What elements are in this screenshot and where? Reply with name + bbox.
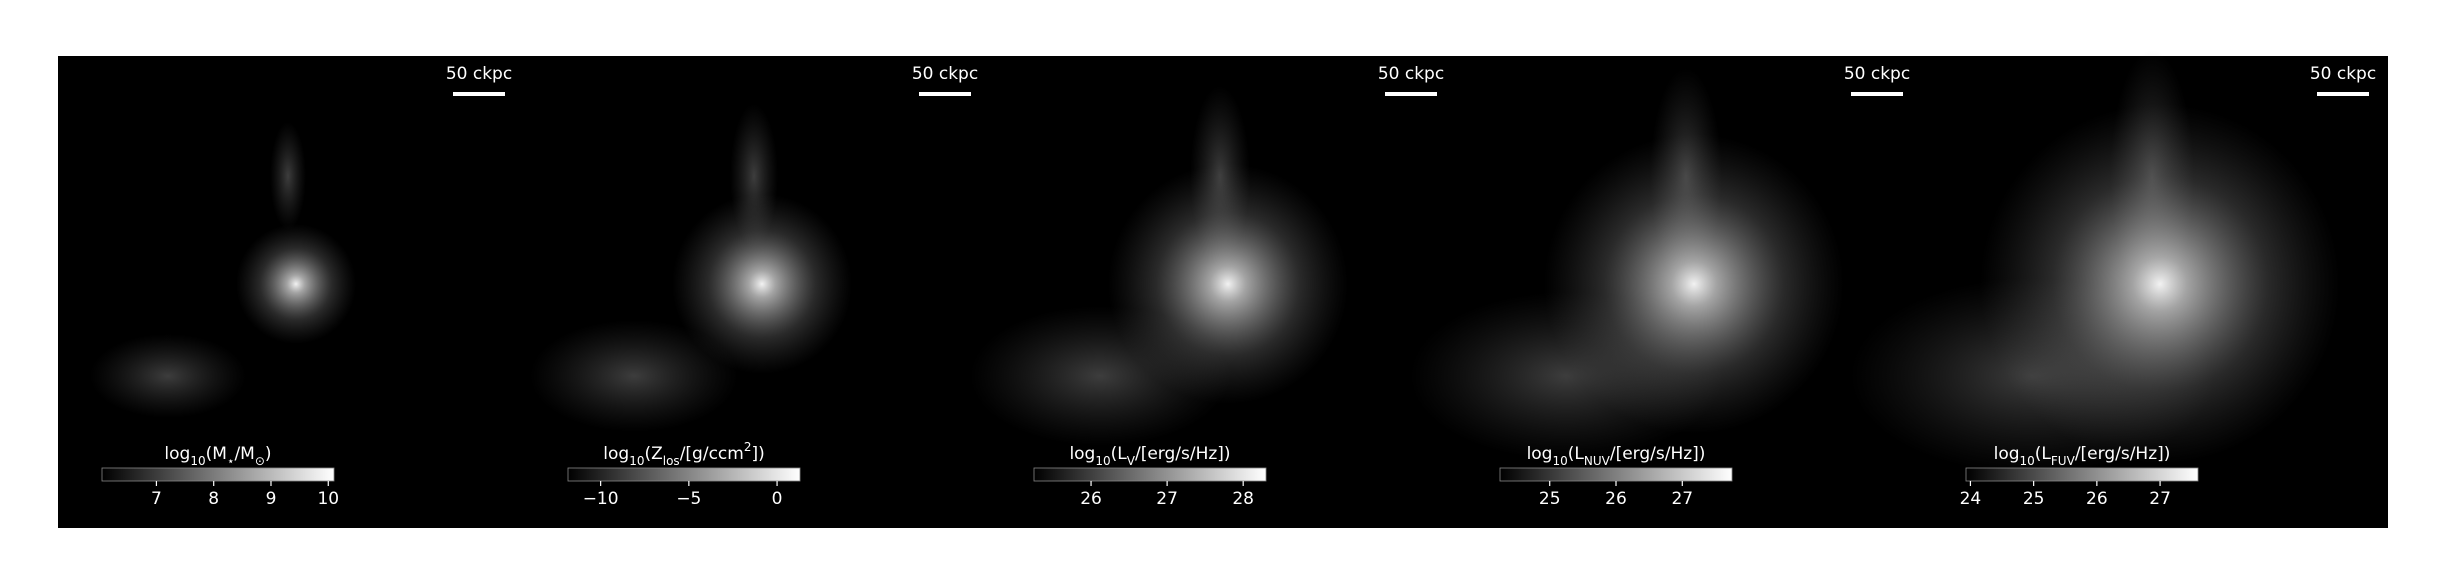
tick-label: 25 bbox=[1539, 489, 1561, 509]
scale-bar-label: 50 ckpc bbox=[912, 64, 978, 84]
label-part: (Z bbox=[644, 444, 662, 464]
label-part: FUV bbox=[2051, 454, 2076, 468]
colorbar-label: log10(Zlos/[g/ccm2]) bbox=[603, 440, 764, 468]
tick-label: 8 bbox=[208, 489, 219, 509]
image bbox=[1410, 68, 1844, 460]
label-part: 10 bbox=[1095, 454, 1110, 468]
tick-label: 28 bbox=[1232, 489, 1254, 509]
label-part: /[erg/s/Hz]) bbox=[1610, 444, 1706, 464]
label-part: /[g/ccm bbox=[680, 444, 744, 464]
tick-label: 26 bbox=[1605, 489, 1627, 509]
tick-label: 26 bbox=[2086, 489, 2108, 509]
tick-label: 0 bbox=[772, 489, 783, 509]
image bbox=[530, 104, 852, 432]
galaxy-core bbox=[1980, 104, 2340, 464]
scale-bar-label: 50 ckpc bbox=[2310, 64, 2376, 84]
label-part: 10 bbox=[2020, 454, 2035, 468]
label-part: ]) bbox=[751, 444, 764, 464]
label-part: ⋆ bbox=[227, 454, 235, 468]
faint-structure bbox=[530, 320, 738, 432]
galaxy-core bbox=[1544, 134, 1844, 434]
colorbar bbox=[101, 467, 335, 482]
galaxy-core bbox=[236, 224, 356, 344]
label-part: ⊙ bbox=[255, 454, 265, 468]
tick-label: 26 bbox=[1080, 489, 1102, 509]
scale-bar-label: 50 ckpc bbox=[1844, 64, 1910, 84]
scale-bar bbox=[2317, 92, 2369, 96]
tick-label: −5 bbox=[676, 489, 701, 509]
galaxy-core bbox=[1108, 164, 1348, 404]
scale-bar bbox=[453, 92, 505, 96]
image bbox=[90, 122, 356, 418]
label-part: 2 bbox=[744, 440, 752, 454]
panel: 50 ckpc log10(LNUV/[erg/s/Hz]) 25 26 27 bbox=[1410, 64, 1910, 509]
faint-structure bbox=[90, 334, 246, 418]
image bbox=[970, 86, 1348, 446]
tick-label: 27 bbox=[1671, 489, 1693, 509]
label-part: V bbox=[1127, 454, 1136, 468]
scale-bar bbox=[1385, 92, 1437, 96]
colorbar bbox=[1033, 467, 1267, 482]
tick-label: 25 bbox=[2023, 489, 2045, 509]
label-part: ) bbox=[265, 444, 272, 464]
panel: 50 ckpc log10(Zlos/[g/ccm2]) −10 −5 0 bbox=[530, 64, 978, 509]
panel: 50 ckpc log10(LFUV/[erg/s/Hz]) 24 25 26 27 bbox=[1850, 50, 2376, 509]
scale-bar-label: 50 ckpc bbox=[1378, 64, 1444, 84]
scale-bar bbox=[919, 92, 971, 96]
colorbar bbox=[1499, 467, 1733, 482]
scale-bar bbox=[1851, 92, 1903, 96]
tick-label: 10 bbox=[317, 489, 339, 509]
label-part: /[erg/s/Hz]) bbox=[2075, 444, 2171, 464]
label-part: log bbox=[1069, 444, 1095, 464]
colorbar bbox=[567, 467, 801, 482]
label-part: log bbox=[1527, 444, 1553, 464]
label-part: 10 bbox=[190, 454, 205, 468]
colorbar-label: log10(LFUV/[erg/s/Hz]) bbox=[1994, 444, 2171, 468]
tick-label: 7 bbox=[151, 489, 162, 509]
label-part: (L bbox=[2035, 444, 2052, 464]
colorbar-label: log10(LNUV/[erg/s/Hz]) bbox=[1527, 444, 1706, 468]
label-part: 10 bbox=[629, 454, 644, 468]
scale-bar-label: 50 ckpc bbox=[446, 64, 512, 84]
colorbar-label: log10(M⋆/M⊙) bbox=[164, 444, 271, 468]
colorbar-label: log10(LV/[erg/s/Hz]) bbox=[1069, 444, 1230, 468]
label-part: (M bbox=[206, 444, 227, 464]
label-part: (L bbox=[1568, 444, 1585, 464]
galaxy-core bbox=[672, 194, 852, 374]
label-part: 10 bbox=[1552, 454, 1567, 468]
label-part: los bbox=[663, 454, 680, 468]
panel: 50 ckpc log10(LV/[erg/s/Hz]) 26 27 28 bbox=[970, 64, 1444, 509]
tick-label: 27 bbox=[2149, 489, 2171, 509]
label-part: log bbox=[164, 444, 190, 464]
tick-label: 24 bbox=[1960, 489, 1982, 509]
tick-label: −10 bbox=[583, 489, 619, 509]
label-part: (L bbox=[1111, 444, 1128, 464]
label-part: NUV bbox=[1584, 454, 1611, 468]
image bbox=[1850, 50, 2340, 474]
label-part: /M bbox=[234, 444, 254, 464]
tick-label: 9 bbox=[266, 489, 277, 509]
label-part: log bbox=[603, 444, 629, 464]
label-part: log bbox=[1994, 444, 2020, 464]
colorbar bbox=[1965, 467, 2199, 482]
faint-structure bbox=[270, 122, 306, 230]
label-part: /[erg/s/Hz]) bbox=[1135, 444, 1231, 464]
tick-label: 27 bbox=[1156, 489, 1178, 509]
